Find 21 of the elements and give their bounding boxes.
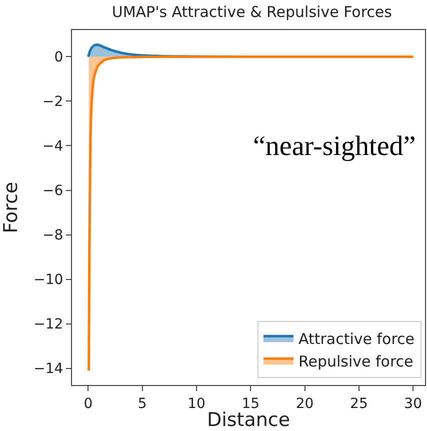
y-tick-label: 0 bbox=[54, 50, 64, 66]
y-tick-label: −14 bbox=[34, 361, 64, 378]
legend-label: Attractive force bbox=[298, 330, 415, 348]
legend-label: Repulsive force bbox=[298, 352, 414, 370]
x-tick-label: 10 bbox=[188, 396, 206, 412]
x-axis-title: Distance bbox=[206, 409, 290, 431]
x-tick-label: 20 bbox=[296, 396, 314, 412]
y-tick-label: −6 bbox=[42, 183, 64, 200]
chart-title: UMAP's Attractive & Repulsive Forces bbox=[112, 2, 392, 21]
x-tick-label: 5 bbox=[138, 396, 147, 412]
y-tick-label: −4 bbox=[42, 138, 64, 155]
y-tick-label: −12 bbox=[34, 316, 64, 333]
x-tick-label: 30 bbox=[404, 396, 422, 412]
x-tick-label: 0 bbox=[84, 396, 93, 412]
y-tick-label: −10 bbox=[34, 272, 64, 288]
annotation: “near-sighted” bbox=[253, 131, 416, 162]
y-tick-label: −8 bbox=[42, 228, 64, 244]
y-axis-title: Force bbox=[0, 182, 22, 234]
x-tick-label: 15 bbox=[242, 396, 260, 412]
y-tick-label: −2 bbox=[42, 94, 64, 110]
x-tick-label: 25 bbox=[350, 396, 368, 412]
